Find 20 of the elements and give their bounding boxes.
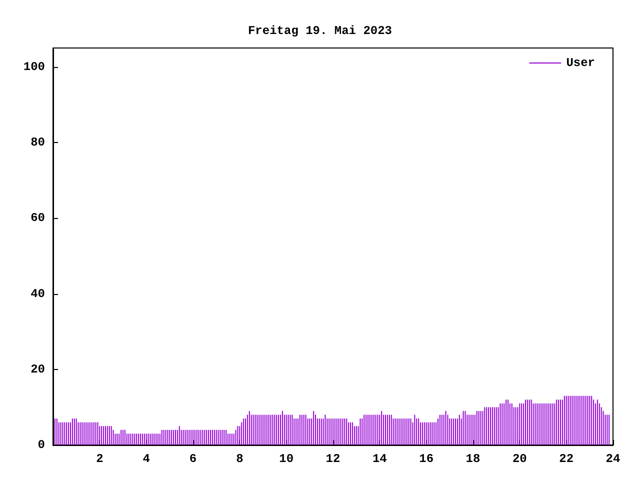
x-tick-label: 24 <box>606 452 620 466</box>
y-tick-label: 20 <box>30 362 45 376</box>
x-tick-label: 10 <box>279 452 294 466</box>
x-tick-label: 8 <box>236 452 244 466</box>
x-tick-label: 16 <box>419 452 434 466</box>
x-tick-label: 18 <box>466 452 480 466</box>
y-tick-label: 100 <box>23 60 45 74</box>
x-tick-label: 6 <box>189 452 197 466</box>
x-tick-label: 14 <box>372 452 387 466</box>
y-tick-label: 60 <box>30 211 45 226</box>
y-tick-label: 0 <box>38 438 45 452</box>
x-tick-label: 20 <box>512 452 527 466</box>
x-tick-label: 2 <box>96 452 104 466</box>
x-tick-label: 22 <box>559 452 574 466</box>
y-tick-label: 80 <box>30 136 45 150</box>
x-tick-label: 4 <box>142 452 150 466</box>
legend-label: User <box>566 56 596 70</box>
x-tick-label: 12 <box>326 452 340 466</box>
chart-title: Freitag 19. Mai 2023 <box>248 24 392 38</box>
y-tick-label: 40 <box>30 286 45 301</box>
